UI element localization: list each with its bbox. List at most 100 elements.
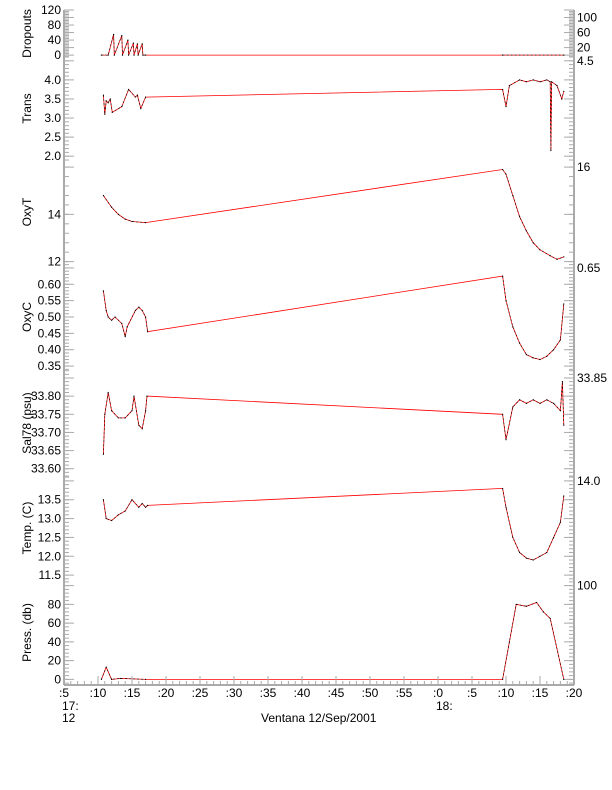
x-tick-label: :35 (260, 686, 277, 700)
data-point (145, 222, 147, 224)
data-point (121, 322, 123, 325)
data-point (117, 514, 119, 516)
data-point (145, 410, 147, 412)
data-point (102, 290, 105, 292)
data-point (145, 54, 147, 56)
data-point (512, 194, 514, 197)
data-point (102, 499, 105, 501)
data-point (532, 357, 534, 359)
data-point (128, 54, 130, 56)
data-point (107, 54, 109, 56)
data-point (550, 81, 553, 83)
series-overlay (103, 290, 148, 337)
data-point (145, 506, 147, 508)
data-point (145, 678, 147, 680)
x-tick-label: :25 (192, 686, 209, 700)
x-tick-label: :10 (90, 686, 107, 700)
data-point (107, 391, 109, 394)
data-point (519, 342, 521, 344)
data-point (102, 94, 105, 96)
x-tick-label: :20 (566, 686, 583, 700)
data-point (124, 510, 126, 512)
data-point (556, 85, 558, 87)
data-point (141, 43, 143, 45)
y-tick-label: 0.65 (577, 261, 601, 275)
x-tick-label: :40 (294, 686, 311, 700)
data-point (505, 105, 507, 108)
data-point (505, 173, 507, 175)
data-point (532, 79, 534, 81)
data-point (111, 111, 113, 113)
data-point (136, 94, 139, 96)
series-overlay (502, 79, 565, 151)
data-point (128, 88, 130, 91)
y-tick-label: 0.55 (38, 294, 62, 308)
data-point (539, 402, 541, 404)
x-day-label: 12 (62, 711, 76, 725)
data-point (142, 54, 144, 56)
data-point (549, 81, 551, 83)
data-point (519, 79, 521, 81)
data-point (105, 309, 107, 312)
y-tick-label: 0 (54, 48, 61, 62)
data-point (563, 54, 565, 56)
series-overlay (502, 602, 565, 680)
data-point (505, 300, 507, 302)
y-tick-label: 120 (41, 3, 61, 17)
data-point (134, 309, 136, 312)
data-point (133, 54, 135, 56)
data-point (563, 256, 565, 258)
x-tick-label: :15 (124, 686, 141, 700)
data-point (519, 551, 521, 554)
data-point (532, 559, 534, 561)
data-point (546, 551, 548, 554)
data-point (549, 255, 551, 257)
data-point (553, 349, 555, 351)
data-point (102, 453, 105, 455)
x-tick-label: :20 (158, 686, 175, 700)
data-point (107, 102, 109, 104)
x-axis-title: Ventana 12/Sep/2001 (261, 711, 377, 725)
data-point (502, 487, 504, 490)
data-point (104, 113, 106, 115)
data-point (105, 666, 107, 668)
series-overlay (502, 381, 565, 440)
y-tick-label: 0.60 (38, 277, 62, 291)
data-point (512, 406, 514, 408)
data-point (145, 96, 147, 98)
data-point (114, 316, 116, 318)
data-point (525, 402, 528, 404)
data-point (559, 410, 562, 412)
data-point (546, 355, 548, 357)
series-line-temp-c- (103, 487, 565, 561)
data-point (113, 33, 115, 36)
y-tick-label: 4.0 (44, 73, 61, 87)
data-point (539, 81, 541, 83)
data-point (550, 149, 552, 152)
y-tick-label: 2.5 (44, 130, 61, 144)
x-tick-label: :30 (226, 686, 243, 700)
series-overlay (101, 666, 146, 680)
y-tick-label: 33.60 (31, 462, 61, 476)
data-point (502, 54, 504, 56)
data-point (102, 194, 105, 197)
data-point (519, 216, 521, 218)
data-point (508, 85, 510, 87)
data-point (117, 417, 119, 419)
data-point (532, 399, 534, 401)
series-line-oxyc (103, 275, 565, 360)
series-overlay (103, 499, 148, 521)
data-point (502, 275, 504, 277)
data-point (111, 410, 113, 412)
y-tick-label: 40 (48, 33, 62, 47)
data-point (147, 504, 149, 506)
data-point (561, 381, 564, 383)
data-point (131, 410, 133, 412)
data-point (124, 417, 126, 419)
data-point (563, 303, 565, 305)
x-tick-label: :0 (433, 686, 443, 700)
data-point (525, 605, 528, 607)
data-point (563, 495, 565, 497)
y-tick-label: 33.85 (577, 371, 607, 385)
data-point (124, 218, 126, 220)
